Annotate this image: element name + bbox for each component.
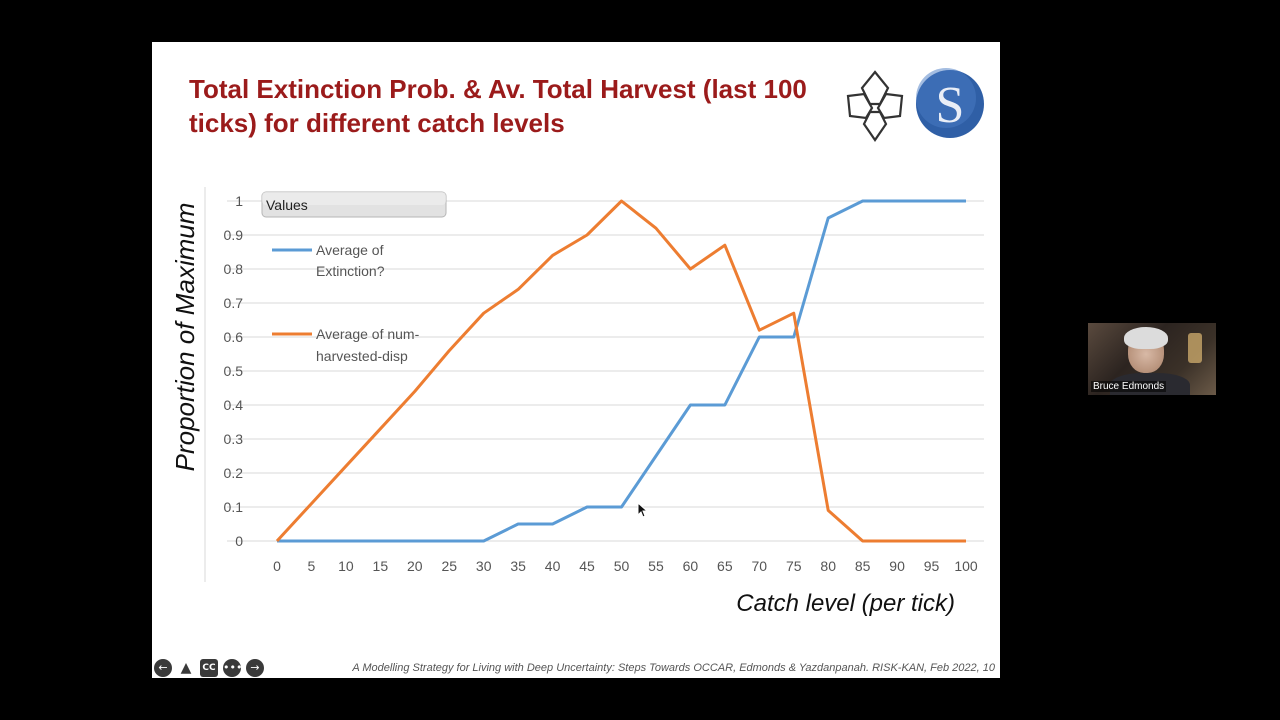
y-tick-label: 0.5 [224, 363, 244, 379]
x-tick-label: 45 [579, 558, 595, 574]
y-tick-label: 0.7 [224, 295, 244, 311]
participant-name: Bruce Edmonds [1091, 381, 1167, 392]
institution-logo: S [846, 68, 984, 142]
legend-label-harvest-1: Average of num- [316, 326, 420, 342]
captions-button[interactable]: CC [200, 659, 218, 677]
x-tick-label: 90 [889, 558, 905, 574]
presentation-slide: 0 0.1 0.2 0.3 0.4 0.5 0.6 0.7 0.8 0.9 1 0 5 10 15 20 25… [152, 42, 1000, 678]
legend-label-harvest-2: harvested-disp [316, 348, 408, 364]
slide-controls: ← ▲ CC ••• → [154, 658, 264, 678]
participant-hair [1124, 327, 1168, 349]
x-tick-label: 5 [308, 558, 316, 574]
x-tick-label: 75 [786, 558, 802, 574]
prev-slide-button[interactable]: ← [154, 659, 172, 677]
values-filter-label: Values [266, 197, 308, 213]
chart: 0 0.1 0.2 0.3 0.4 0.5 0.6 0.7 0.8 0.9 1 0 5 10 15 20 25… [170, 187, 984, 617]
series-line-harvest [275, 199, 966, 543]
series-line-extinction [277, 199, 966, 543]
y-tick-label: 0.8 [224, 261, 244, 277]
more-options-button[interactable]: ••• [223, 659, 242, 677]
x-tick-label: 10 [338, 558, 354, 574]
x-tick-label: 100 [954, 558, 978, 574]
series-lines [275, 199, 966, 543]
knot-icon [846, 70, 904, 142]
x-tick-label: 60 [683, 558, 699, 574]
x-tick-label: 50 [614, 558, 630, 574]
y-tick-label: 0.2 [224, 465, 244, 481]
x-tick-label: 0 [273, 558, 281, 574]
logo-letter: S [936, 77, 965, 134]
slide-title: Total Extinction Prob. & Av. Total Harve… [189, 74, 807, 138]
legend-label-extinction-1: Average of [316, 242, 384, 258]
legend-label-extinction-2: Extinction? [316, 263, 385, 279]
y-tick-label: 0.3 [224, 431, 244, 447]
y-tick-label: 0.6 [224, 329, 244, 345]
y-tick-label: 0.1 [224, 499, 244, 515]
y-tick-label: 0.4 [224, 397, 244, 413]
x-tick-label: 35 [510, 558, 526, 574]
x-tick-labels: 0 5 10 15 20 25 30 35 40 45 50 55 60 65 70 75 80 85 90 95 10… [273, 558, 978, 574]
x-axis-label: Catch level (per tick) [736, 590, 955, 617]
x-tick-label: 70 [752, 558, 768, 574]
y-tick-labels: 0 0.1 0.2 0.3 0.4 0.5 0.6 0.7 0.8 0.9 1 [224, 193, 244, 549]
x-tick-label: 95 [924, 558, 940, 574]
x-tick-label: 20 [407, 558, 423, 574]
pen-tool-button[interactable]: ▲ [180, 660, 192, 676]
x-tick-label: 25 [441, 558, 457, 574]
x-tick-label: 65 [717, 558, 733, 574]
x-tick-label: 15 [373, 558, 389, 574]
x-tick-label: 30 [476, 558, 492, 574]
y-axis-label: Proportion of Maximum [170, 203, 200, 472]
slide-footer: A Modelling Strategy for Living with Dee… [352, 662, 995, 674]
mouse-cursor-icon [637, 502, 647, 518]
values-filter-button[interactable]: Values [261, 191, 447, 218]
x-tick-label: 85 [855, 558, 871, 574]
background-lamp [1188, 333, 1202, 363]
y-tick-label: 0.9 [224, 227, 244, 243]
next-slide-button[interactable]: → [246, 659, 264, 677]
chart-legend: Average of Extinction? Average of num- h… [272, 242, 420, 364]
x-tick-label: 80 [820, 558, 836, 574]
x-tick-label: 55 [648, 558, 664, 574]
x-tick-label: 40 [545, 558, 561, 574]
participant-video-tile[interactable]: Bruce Edmonds [1088, 323, 1216, 395]
y-tick-label: 0 [235, 533, 243, 549]
y-tick-label: 1 [235, 193, 243, 209]
